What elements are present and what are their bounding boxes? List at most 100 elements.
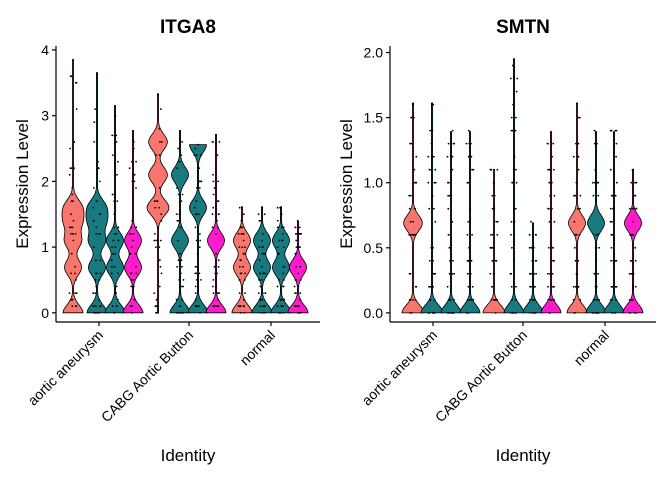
data-point (430, 246, 432, 249)
data-point (469, 131, 471, 133)
data-point (199, 311, 201, 314)
data-point (242, 213, 245, 216)
data-point (471, 233, 473, 236)
data-point (117, 160, 119, 163)
data-point (579, 207, 581, 210)
data-point (135, 160, 138, 163)
data-point (299, 246, 301, 249)
data-point (428, 285, 430, 288)
data-point (548, 220, 551, 223)
data-point (178, 279, 181, 281)
data-point (467, 129, 470, 132)
data-point (214, 272, 217, 275)
data-point (447, 142, 450, 145)
data-point (413, 233, 416, 236)
data-point (535, 259, 537, 262)
data-point (94, 279, 97, 281)
data-point (634, 246, 637, 249)
data-point (181, 141, 184, 143)
data-point (135, 272, 138, 275)
data-point (510, 220, 513, 223)
data-point (74, 292, 76, 294)
data-point (263, 213, 266, 216)
data-point (283, 311, 285, 314)
data-point (433, 312, 436, 314)
data-point (516, 77, 519, 80)
data-point (157, 239, 160, 242)
data-point (534, 299, 536, 301)
data-point (215, 252, 218, 255)
data-point (242, 252, 245, 255)
data-point (238, 292, 241, 294)
data-point (71, 226, 74, 229)
data-point (197, 167, 200, 170)
data-point (115, 285, 118, 288)
data-point (68, 173, 71, 176)
data-point (117, 226, 120, 229)
data-point (575, 181, 578, 184)
plot-title: SMTN (496, 17, 550, 38)
violin-points (609, 129, 618, 314)
data-point (513, 207, 515, 210)
data-point (180, 200, 183, 203)
data-point (471, 285, 474, 288)
panel-smtn: SMTN Expression Level 0.0 0.5 1.0 1.5 2.0 aorti… (337, 17, 656, 465)
data-point (492, 285, 495, 288)
data-point (97, 160, 99, 163)
data-point (513, 77, 515, 80)
data-point (515, 116, 517, 119)
data-point (216, 154, 219, 157)
data-point (414, 207, 416, 210)
data-point (154, 305, 157, 308)
data-point (264, 292, 267, 294)
data-point (261, 233, 264, 235)
data-point (513, 58, 515, 60)
data-point (98, 180, 101, 183)
data-point (492, 272, 495, 275)
data-point (130, 233, 133, 235)
data-point (411, 233, 413, 236)
data-point (244, 272, 247, 275)
data-point (179, 129, 181, 132)
data-point (552, 142, 555, 145)
data-point (132, 239, 135, 242)
data-point (532, 272, 535, 275)
data-point (263, 272, 266, 275)
data-point (217, 305, 220, 308)
violin-points (153, 93, 163, 314)
data-point (446, 285, 449, 288)
data-point (113, 311, 116, 314)
data-point (494, 312, 497, 314)
data-point (450, 131, 452, 133)
data-point (470, 142, 472, 145)
data-point (278, 279, 280, 281)
data-point (490, 233, 492, 236)
data-point (514, 299, 517, 301)
data-point (468, 312, 470, 314)
data-point (158, 259, 161, 262)
data-point (132, 147, 135, 150)
data-point (176, 187, 179, 189)
data-point (468, 142, 471, 145)
data-point (115, 233, 118, 235)
data-point (241, 226, 243, 229)
data-point (489, 168, 492, 171)
data-point (154, 233, 156, 235)
data-point (180, 285, 183, 288)
data-point (552, 285, 555, 288)
data-point (258, 246, 261, 249)
data-point (531, 285, 534, 288)
data-point (283, 246, 285, 249)
data-point (547, 246, 550, 249)
data-point (431, 155, 434, 158)
violin-points (408, 102, 418, 314)
data-point (632, 168, 634, 171)
data-point (280, 213, 283, 216)
data-point (574, 285, 577, 288)
data-point (93, 246, 95, 249)
data-point (529, 272, 532, 275)
data-point (547, 272, 549, 275)
data-point (95, 305, 97, 308)
data-point (489, 272, 492, 275)
data-point (131, 279, 133, 281)
